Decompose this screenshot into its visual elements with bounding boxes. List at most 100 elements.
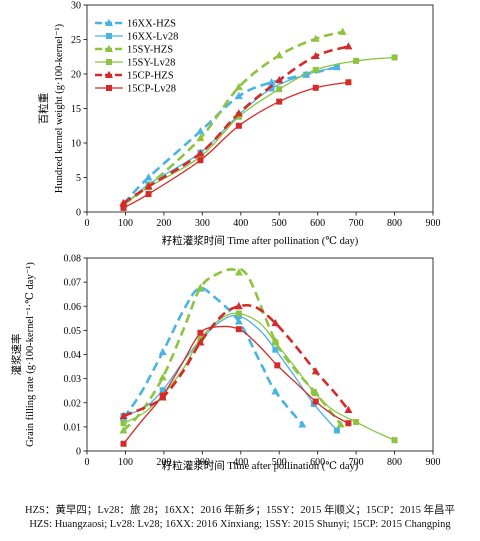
y-tick-label: 20	[71, 70, 81, 81]
data-point	[235, 122, 242, 129]
data-point	[344, 42, 353, 50]
x-tick-label: 300	[195, 457, 210, 468]
data-point	[272, 346, 279, 353]
y-tick-label: 0.05	[64, 326, 82, 337]
data-point	[197, 157, 204, 164]
x-tick-label: 100	[118, 218, 133, 229]
data-point	[234, 268, 243, 276]
legend-marker	[105, 44, 113, 52]
x-tick-label: 400	[233, 457, 248, 468]
series-15CP-Lv28	[120, 325, 352, 447]
data-point	[276, 86, 283, 93]
data-point	[197, 329, 204, 336]
series-15SY-Lv28	[120, 310, 398, 444]
y-tick-label: 0.04	[64, 350, 82, 361]
y-tick-label: 15	[71, 104, 81, 115]
data-point	[338, 27, 347, 35]
y-tick-label: 0.03	[64, 374, 82, 385]
series-16XX-Lv28	[120, 312, 340, 434]
x-tick-label: 600	[310, 218, 325, 229]
data-point	[234, 82, 243, 91]
legend-marker	[105, 70, 113, 78]
data-point	[197, 153, 204, 160]
data-point	[196, 283, 205, 291]
legend: 16XX-HZS 16XX-Lv28 15SY-HZS 15SY-Lv28 15CP-H…	[95, 19, 178, 95]
chart-panel-2: 0 100 200 300 400 500 600 700 800 900 0 0.01 0.02 0.0…	[10, 254, 441, 473]
x-tick-label: 100	[118, 457, 133, 468]
data-point	[235, 113, 242, 120]
legend-label: 15SY-Lv28	[127, 58, 175, 69]
data-point	[159, 392, 166, 399]
data-point	[196, 149, 205, 157]
x-tick-label: 700	[349, 457, 364, 468]
y-tick-label: 25	[71, 35, 81, 46]
legend-marker	[105, 18, 113, 26]
data-point	[145, 191, 152, 198]
x-tick-label: 0	[85, 457, 90, 468]
series-line	[123, 314, 338, 431]
data-point	[235, 326, 242, 333]
legend-marker	[106, 85, 112, 91]
x-tick-label: 500	[272, 218, 287, 229]
x-tick-label: 200	[156, 457, 171, 468]
x-tick-label: 700	[349, 218, 364, 229]
data-point	[275, 76, 284, 84]
data-point	[310, 388, 317, 395]
y-tick-label: 10	[71, 139, 81, 150]
legend-label: 15CP-Lv28	[127, 84, 176, 95]
series-line	[122, 286, 304, 426]
series-15CP-HZS	[119, 42, 353, 207]
y-tick-label: 0.08	[64, 254, 82, 265]
legend-label: 15CP-HZS	[127, 71, 174, 82]
data-point	[271, 318, 280, 327]
data-point	[353, 419, 360, 426]
y-axis-label: Grain filling rate (g·100-kernel⁻¹·℃ day…	[25, 262, 36, 447]
data-point	[312, 84, 319, 91]
data-point	[336, 420, 345, 428]
y-tick-label: 5	[76, 173, 81, 184]
chart-canvas: 0 100 200 300 400 500 600 700 800 900051015202530…	[10, 1, 441, 473]
data-point	[234, 317, 243, 325]
data-point	[196, 133, 205, 142]
y-axis-label-chinese: 百粒重	[37, 93, 50, 125]
data-point	[120, 204, 127, 211]
data-point	[120, 440, 127, 447]
data-point	[274, 362, 281, 369]
x-axis-label: 籽粒灌浆时间 Time after pollination (℃ day)	[162, 234, 359, 247]
data-point	[196, 338, 205, 346]
y-axis-label-chinese: 灌浆速率	[10, 334, 23, 376]
y-axis-label: Hundred kernel weight (g·100-kernel⁻¹)	[54, 23, 65, 193]
data-point	[312, 66, 319, 73]
data-point	[275, 51, 284, 59]
data-point	[312, 398, 319, 405]
x-tick-label: 300	[195, 218, 210, 229]
data-point	[268, 85, 275, 92]
data-point	[391, 437, 398, 444]
x-tick-label: 900	[426, 218, 441, 229]
data-point	[267, 78, 276, 86]
y-tick-label: 0.07	[64, 278, 82, 289]
data-point	[311, 367, 320, 375]
data-point	[333, 427, 340, 434]
series-15SY-HZS	[119, 267, 345, 434]
legend-label: 15SY-HZS	[127, 45, 173, 56]
data-point	[120, 420, 127, 427]
data-point	[311, 51, 320, 60]
data-point	[311, 34, 320, 42]
data-point	[158, 347, 167, 356]
data-point	[159, 387, 166, 394]
data-point	[345, 79, 352, 86]
series-line	[123, 312, 395, 441]
data-point	[119, 198, 128, 207]
y-tick-label: 30	[71, 1, 81, 12]
data-point	[276, 98, 283, 105]
y-tick-label: 0.01	[64, 422, 82, 433]
legend-label: 16XX-Lv28	[127, 32, 178, 43]
data-point	[272, 339, 279, 346]
series-15CP-Lv28	[120, 79, 352, 211]
y-tick-label: 0	[76, 447, 81, 458]
data-point	[391, 54, 398, 61]
y-tick-label: 0.02	[64, 398, 82, 409]
x-tick-label: 900	[426, 457, 441, 468]
x-tick-label: 200	[156, 218, 171, 229]
